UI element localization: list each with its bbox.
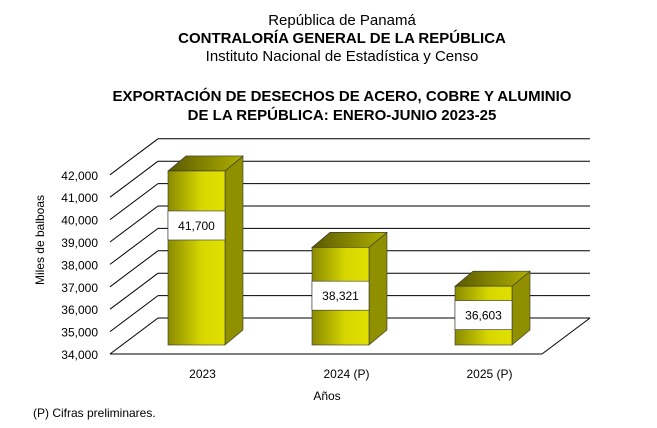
y-tick-label: 39,000: [61, 236, 98, 250]
y-tick-label: 37,000: [61, 281, 98, 295]
chart-title-1: EXPORTACIÓN DE DESECHOS DE ACERO, COBRE …: [113, 87, 572, 105]
grid-diagonal: [109, 317, 159, 355]
grid-diagonal: [109, 138, 159, 176]
y-tick-label: 40,000: [61, 214, 98, 228]
y-tick-label: 38,000: [61, 258, 98, 272]
x-tick-label: 2024 (P): [323, 367, 369, 381]
floor-side-edge: [541, 317, 591, 355]
data-label-box: [311, 280, 370, 311]
data-label: 38,321: [322, 289, 359, 303]
header-line2: CONTRALORÍA GENERAL DE LA REPÚBLICA: [178, 29, 506, 47]
x-tick-label: 2025 (P): [466, 367, 512, 381]
grid-diagonal: [109, 183, 159, 221]
chart-title-2: DE LA REPÚBLICA: ENERO-JUNIO 2023-25: [188, 106, 497, 124]
x-axis-label: Años: [313, 389, 340, 403]
bar-side: [368, 231, 388, 346]
grid-diagonal: [109, 295, 159, 333]
data-label-box: [167, 210, 226, 241]
y-axis-label: Miles de balboas: [33, 195, 47, 285]
footnote: (P) Cifras preliminares.: [33, 406, 156, 420]
y-tick-label: 36,000: [61, 303, 98, 317]
grid-diagonal: [109, 250, 159, 288]
x-tick-label: 2023: [189, 367, 216, 381]
data-label-box: [454, 300, 513, 330]
grid-diagonal: [109, 272, 159, 310]
grid-diagonal: [109, 160, 159, 198]
y-tick-label: 41,000: [61, 191, 98, 205]
y-tick-label: 35,000: [61, 326, 98, 340]
y-tick-label: 34,000: [61, 348, 98, 362]
header-line3: Instituto Nacional de Estadística y Cens…: [206, 48, 479, 65]
bar: [167, 170, 226, 346]
grid-diagonal: [109, 227, 159, 265]
y-tick-label: 42,000: [61, 169, 98, 183]
data-label: 41,700: [178, 219, 215, 233]
header-line1: República de Panamá: [268, 12, 416, 29]
bar-side: [224, 155, 244, 346]
data-label: 36,603: [465, 309, 502, 323]
grid-diagonal: [109, 205, 159, 243]
